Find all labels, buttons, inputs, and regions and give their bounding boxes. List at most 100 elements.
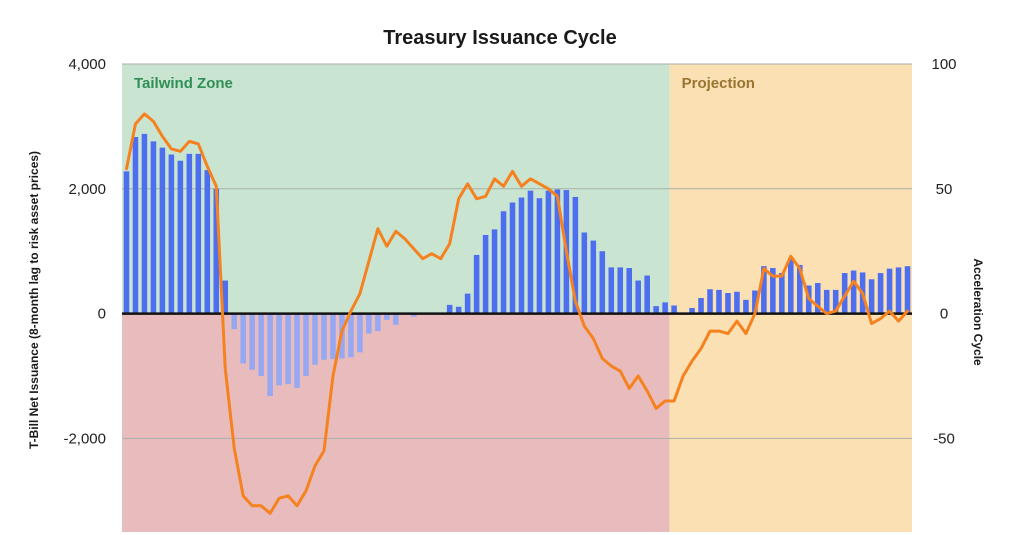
issuance-bar (823, 289, 830, 314)
issuance-bar (554, 189, 561, 314)
issuance-bar (195, 153, 202, 314)
issuance-bar (716, 289, 722, 314)
issuance-bar (545, 190, 552, 314)
issuance-bar (850, 270, 857, 314)
issuance-bar (240, 313, 246, 364)
issuance-bar (455, 306, 462, 314)
issuance-bar (770, 268, 776, 314)
issuance-bar (608, 267, 615, 314)
chart-title: Treasury Issuance Cycle (383, 27, 616, 49)
issuance-bar (375, 313, 381, 332)
issuance-bar (788, 258, 794, 314)
issuance-bar (653, 306, 659, 314)
tailwind-zone-zone-lower (122, 313, 670, 532)
issuance-bar (572, 196, 579, 314)
issuance-bar (150, 141, 157, 314)
issuance-bar (473, 254, 480, 314)
issuance-bar (231, 313, 237, 330)
issuance-bar (662, 302, 668, 314)
issuance-bar (734, 291, 740, 314)
issuance-bar (761, 266, 767, 314)
zone-label: Projection (682, 75, 755, 92)
issuance-bar (698, 298, 704, 314)
left-tick-label: 4,000 (68, 56, 106, 73)
issuance-bar (393, 313, 399, 325)
issuance-bar (500, 211, 507, 314)
issuance-bar (725, 293, 731, 314)
gridlines (122, 63, 912, 439)
issuance-bar (303, 313, 309, 376)
issuance-bar (581, 232, 588, 314)
issuance-bar (123, 171, 130, 314)
issuance-bar (509, 202, 516, 314)
right-axis-label: Acceleration Cycle (971, 258, 985, 366)
issuance-bar (159, 147, 166, 314)
issuance-bar (366, 313, 372, 334)
issuance-bar (779, 273, 785, 314)
issuance-bar (599, 251, 606, 314)
issuance-bar (258, 313, 264, 376)
issuance-bar (294, 313, 300, 388)
acceleration-line-group (124, 112, 910, 515)
issuance-bar (482, 234, 489, 314)
issuance-bar (743, 299, 749, 314)
issuance-bar (384, 313, 390, 320)
acceleration-line (124, 112, 910, 515)
issuance-bar (204, 170, 211, 314)
issuance-bar (536, 198, 543, 314)
issuance-bar (644, 275, 650, 314)
issuance-bar (832, 289, 839, 314)
left-tick-label: 2,000 (68, 181, 106, 198)
issuance-bar (168, 154, 175, 314)
issuance-bar (617, 267, 624, 314)
issuance-bar (626, 268, 632, 314)
issuance-bar (267, 313, 273, 396)
issuance-bar (689, 307, 695, 314)
issuance-bar (868, 279, 875, 314)
issuance-bar (518, 197, 525, 314)
issuance-bar (904, 266, 911, 314)
issuance-bar (446, 304, 453, 314)
right-tick-label: 100 (931, 56, 956, 73)
issuance-bar (186, 153, 193, 314)
left-axis-ticks: 4,000 2,000 0 -2,000 (63, 56, 106, 447)
right-tick-label: 0 (940, 306, 948, 323)
issuance-bar (814, 283, 821, 314)
issuance-bar (491, 229, 498, 314)
right-tick-label: 50 (936, 181, 953, 198)
issuance-bar (590, 240, 597, 314)
issuance-bar (752, 290, 758, 314)
issuance-bar (222, 280, 229, 314)
issuance-bar (177, 160, 184, 314)
issuance-bar (410, 313, 417, 317)
right-tick-label: -50 (933, 430, 955, 447)
issuance-bar (330, 313, 336, 360)
issuance-bar (464, 293, 471, 314)
issuance-bar (895, 267, 902, 314)
issuance-bar (321, 313, 327, 360)
zone-label: Tailwind Zone (134, 75, 233, 92)
issuance-bar (276, 313, 282, 386)
issuance-bar (285, 313, 291, 385)
issuance-bar (312, 313, 318, 365)
projection-zone-lower (669, 313, 912, 532)
issuance-bar (635, 280, 641, 314)
issuance-bar (797, 264, 803, 314)
issuance-bar (877, 273, 884, 314)
issuance-bar (357, 313, 363, 353)
issuance-bar (671, 305, 677, 314)
issuance-bar (707, 289, 713, 314)
left-axis-label: T-Bill Net Issuance (8-month lag to risk… (27, 151, 41, 449)
issuance-bar (141, 133, 148, 314)
issuance-bar (348, 313, 354, 358)
issuance-bar (132, 137, 139, 314)
zone-labels: Tailwind Zone Projection (134, 75, 755, 92)
issuance-bar (527, 190, 534, 314)
right-axis-ticks: 100 50 0 -50 (931, 56, 956, 447)
issuance-bar (213, 188, 220, 314)
issuance-bar (249, 313, 255, 370)
issuance-bar (886, 268, 893, 314)
left-tick-label: 0 (98, 306, 106, 323)
left-tick-label: -2,000 (63, 430, 106, 447)
